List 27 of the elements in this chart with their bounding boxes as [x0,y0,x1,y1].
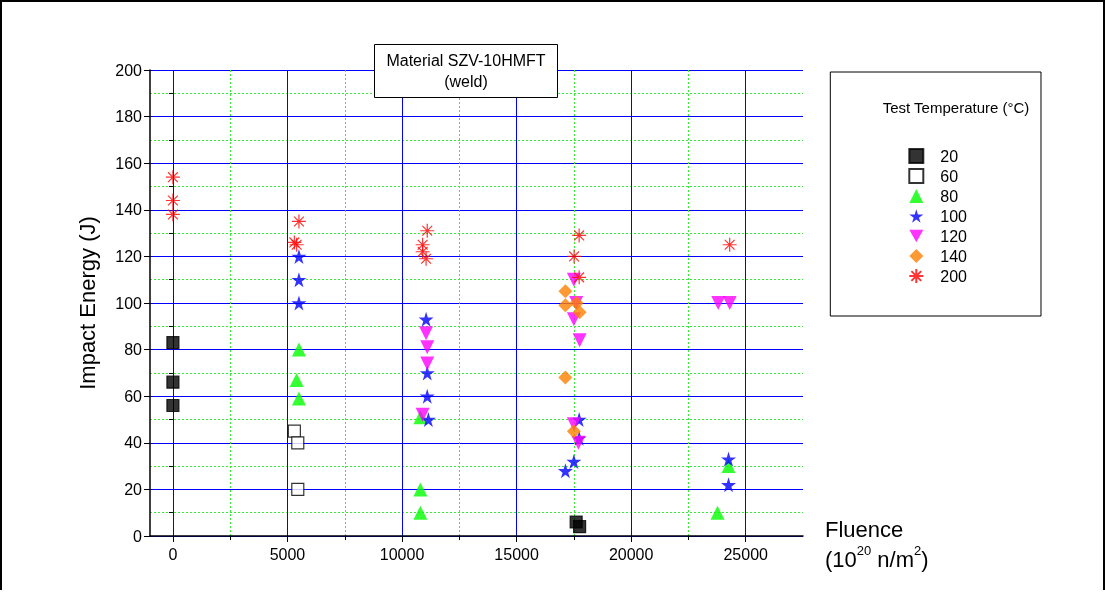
legend-label: 120 [940,227,968,245]
y-tick-label: 100 [115,294,143,312]
y-tick-label: 140 [115,201,143,219]
y-axis-title: Impact Energy (J) [74,216,100,390]
legend-label: 200 [940,267,968,285]
y-tick-label: 160 [115,154,143,172]
x-tick-label: 5000 [269,545,306,563]
y-tick-label: 40 [124,434,143,452]
y-tick-label: 60 [124,387,143,405]
legend-label: 100 [940,207,968,225]
x-tick-label: 25000 [723,545,769,563]
x-tick-label: 20000 [608,545,654,563]
x-tick-label: 15000 [494,545,539,563]
legend-label: 20 [940,147,959,165]
y-tick-label: 80 [124,341,143,359]
y-tick-label: 20 [124,480,143,498]
chart-title: Material SZV-10HMFT (weld) [386,52,546,90]
x-tick-label: 0 [168,545,178,563]
y-tick-label: 180 [115,108,143,126]
legend-label: 140 [940,247,968,265]
legend-label: 60 [940,167,959,185]
y-tick-label: 200 [115,61,143,79]
y-tick-label: 120 [115,247,143,265]
y-tick-label: 0 [133,527,143,545]
legend-label: 80 [940,187,959,205]
legend-title: Test Temperature (°C) [882,99,1030,116]
x-tick-label: 10000 [379,545,425,563]
